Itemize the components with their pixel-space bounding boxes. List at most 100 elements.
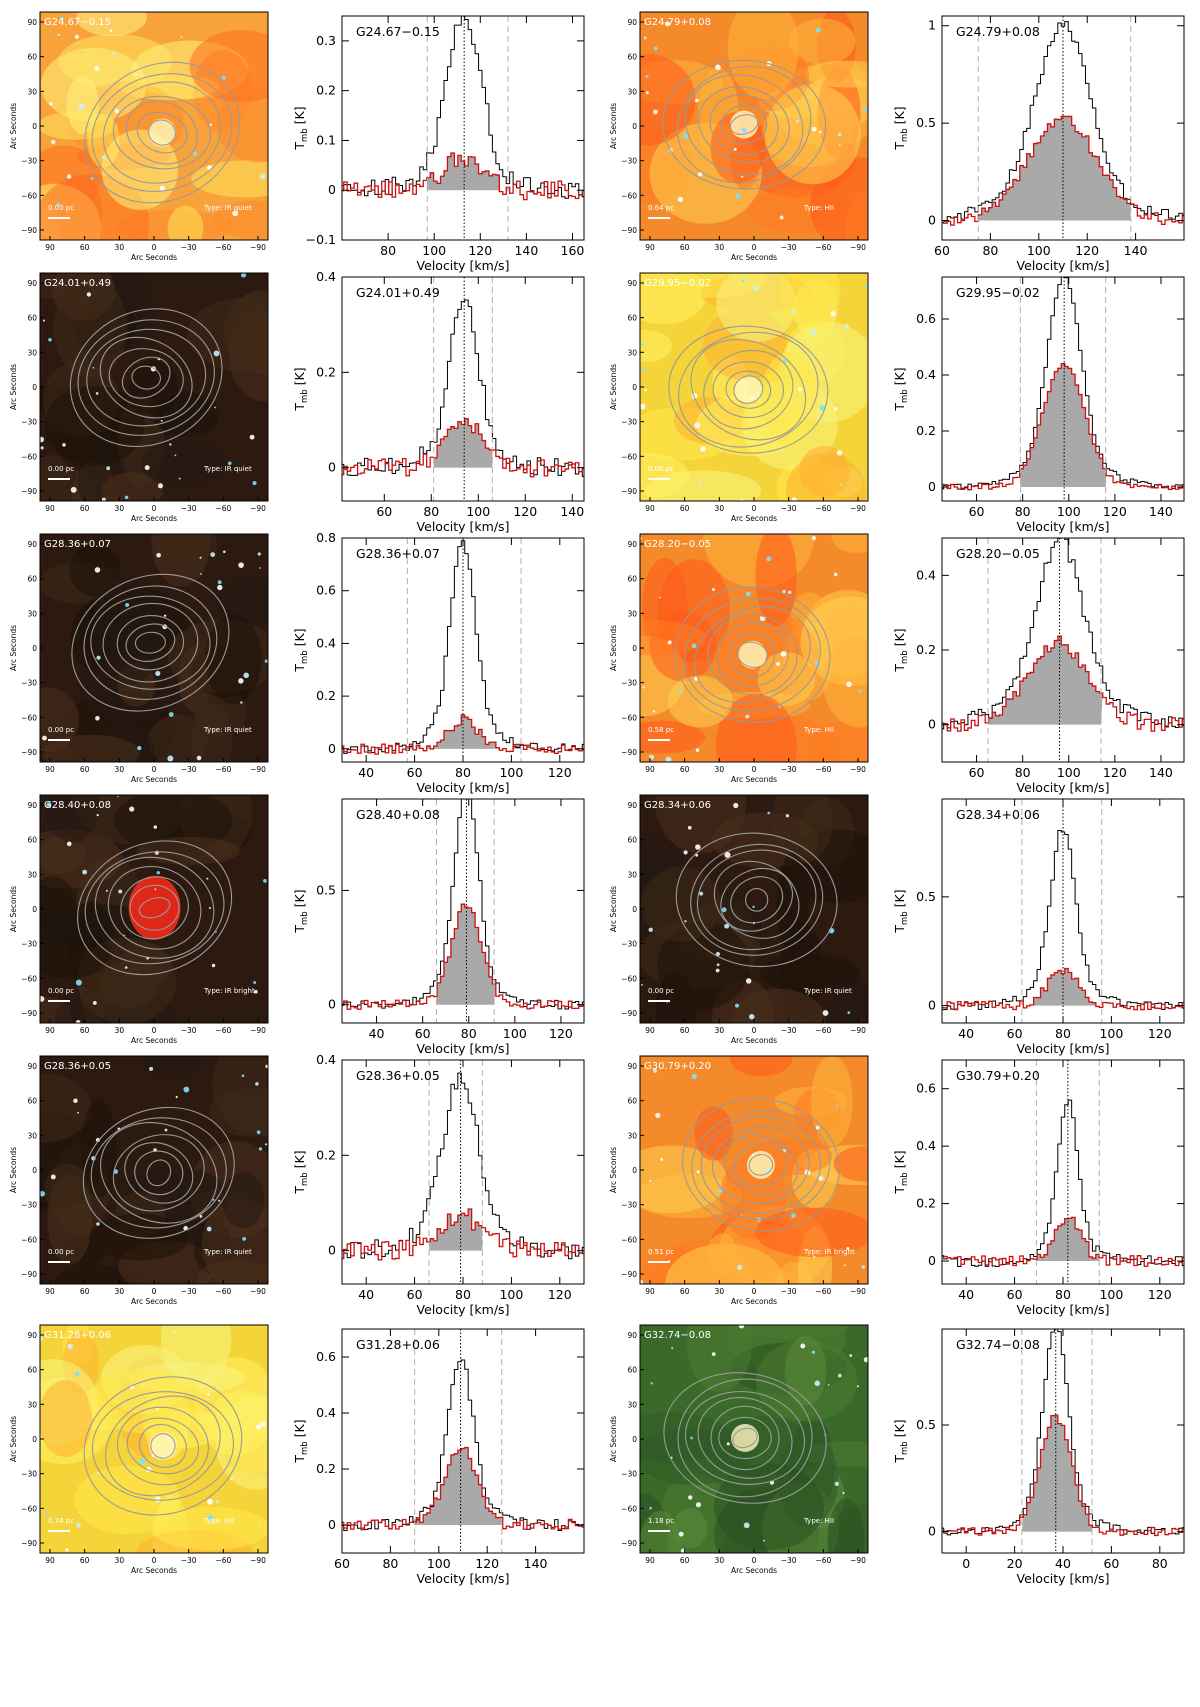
star bbox=[114, 109, 119, 114]
y-tick-label: 0.2 bbox=[316, 1147, 336, 1162]
ir-image bbox=[640, 12, 868, 240]
star bbox=[811, 1350, 816, 1354]
contour-line bbox=[716, 622, 789, 687]
star bbox=[695, 844, 701, 850]
y-axis-label: Arc Seconds bbox=[9, 1416, 18, 1462]
x-axis-label: Velocity [km/s] bbox=[417, 1571, 510, 1586]
star bbox=[813, 1255, 816, 1258]
y-axis-label: Tmb [K] bbox=[292, 367, 310, 411]
x-tick-label: 60 bbox=[376, 504, 392, 519]
star bbox=[800, 1343, 806, 1349]
contour-line bbox=[718, 1416, 772, 1460]
y-tick-label: 0.2 bbox=[316, 364, 336, 379]
scale-label: 0.00 pc bbox=[48, 726, 74, 734]
image-blob bbox=[755, 1207, 868, 1257]
y-tick-label: 30 bbox=[27, 609, 37, 618]
type-label: Type: IR quiet bbox=[203, 465, 252, 473]
y-tick-label: −30 bbox=[21, 940, 37, 949]
y-tick-label: 60 bbox=[27, 314, 37, 323]
spectrum-panel: 60 80 100 120 140 0 0.2 0.4 G28.20−0.05 Velocity … bbox=[892, 537, 1185, 795]
x-axis-label: Arc Seconds bbox=[731, 253, 777, 262]
star bbox=[48, 337, 52, 342]
integrated-area bbox=[1021, 1415, 1093, 1532]
star bbox=[207, 1515, 214, 1521]
y-tick-label: −90 bbox=[21, 1270, 37, 1279]
y-axis-label: Arc Seconds bbox=[609, 364, 618, 410]
star bbox=[196, 755, 202, 761]
star bbox=[785, 814, 789, 818]
x-tick-label: 140 bbox=[560, 504, 584, 519]
star bbox=[167, 755, 174, 762]
image-blob bbox=[770, 795, 834, 864]
y-tick-label: 0.1 bbox=[316, 132, 336, 147]
spectrum-panel: 0 20 40 60 80 0 0.5 G32.74−0.08 Velocity [km/s] T… bbox=[892, 1328, 1185, 1586]
x-tick-label: −30 bbox=[181, 1026, 197, 1035]
y-tick-label: −60 bbox=[621, 452, 637, 461]
star bbox=[750, 396, 754, 400]
x-axis-label: Arc Seconds bbox=[731, 514, 777, 523]
y-tick-label: 60 bbox=[27, 53, 37, 62]
ir-image bbox=[40, 1056, 268, 1284]
scale-label: 0.74 pc bbox=[48, 1517, 74, 1525]
y-tick-label: 0 bbox=[928, 717, 936, 732]
y-tick-label: 60 bbox=[627, 1366, 637, 1375]
contour-line bbox=[82, 1106, 235, 1239]
image-blob bbox=[641, 866, 721, 942]
y-tick-label: 0.6 bbox=[316, 583, 336, 598]
x-tick-label: 90 bbox=[45, 1026, 55, 1035]
star bbox=[735, 193, 741, 199]
y-tick-label: −90 bbox=[621, 748, 637, 757]
series-red-line bbox=[342, 1208, 584, 1261]
ir-image bbox=[640, 273, 868, 501]
y-tick-label: 0 bbox=[928, 213, 936, 228]
star bbox=[745, 714, 750, 719]
star bbox=[82, 869, 88, 875]
ir-image bbox=[40, 273, 268, 501]
star bbox=[688, 1495, 693, 1500]
contour-line bbox=[712, 1126, 810, 1204]
image-blob bbox=[140, 1056, 206, 1078]
image-blob bbox=[714, 1463, 825, 1551]
star bbox=[684, 920, 687, 923]
y-tick-label: 0 bbox=[32, 1435, 37, 1444]
star bbox=[101, 155, 106, 160]
star bbox=[741, 279, 745, 283]
source-glow bbox=[738, 640, 767, 669]
star bbox=[199, 1214, 203, 1218]
x-axis-label: Velocity [km/s] bbox=[417, 1041, 510, 1056]
x-axis-label: Arc Seconds bbox=[731, 1036, 777, 1045]
y-tick-label: 90 bbox=[627, 18, 637, 27]
image-title: G29.95−0.02 bbox=[644, 278, 711, 289]
x-tick-label: 60 bbox=[407, 765, 423, 780]
x-axis-label: Arc Seconds bbox=[731, 1566, 777, 1575]
x-tick-label: 40 bbox=[369, 1026, 385, 1041]
star bbox=[94, 1381, 97, 1384]
image-blob bbox=[640, 619, 707, 656]
x-tick-label: 60 bbox=[680, 1287, 690, 1296]
star bbox=[80, 51, 83, 54]
star bbox=[57, 33, 60, 37]
star bbox=[715, 968, 720, 973]
y-tick-label: 0.5 bbox=[916, 1417, 936, 1432]
x-axis-label: Velocity [km/s] bbox=[1017, 258, 1110, 273]
x-tick-label: −30 bbox=[181, 765, 197, 774]
type-label: Type: HII bbox=[203, 1517, 234, 1525]
star bbox=[137, 745, 142, 751]
y-tick-label: 90 bbox=[627, 279, 637, 288]
spectrum-title: G28.36+0.05 bbox=[356, 1068, 440, 1083]
x-tick-label: 60 bbox=[80, 1026, 90, 1035]
x-tick-label: 80 bbox=[1055, 1287, 1071, 1302]
contour-line bbox=[729, 114, 759, 135]
image-panel: G28.40+0.08 Type: IR bright 0.00 pc 90 90 60 6… bbox=[9, 794, 269, 1045]
y-tick-label: 60 bbox=[27, 1366, 37, 1375]
star bbox=[678, 1531, 684, 1537]
x-tick-label: −60 bbox=[215, 1287, 231, 1296]
star bbox=[259, 173, 266, 180]
star bbox=[838, 1373, 842, 1378]
spectrum-title: G32.74−0.08 bbox=[956, 1337, 1040, 1352]
image-blob bbox=[640, 1145, 727, 1214]
y-tick-label: 0 bbox=[328, 460, 336, 475]
star bbox=[778, 705, 781, 709]
spectrum-panel: 80 100 120 140 160 −0.1 0 0.1 0.2 0.3 G24.67−0.15 V… bbox=[292, 15, 585, 273]
y-tick-label: 0.2 bbox=[316, 688, 336, 703]
